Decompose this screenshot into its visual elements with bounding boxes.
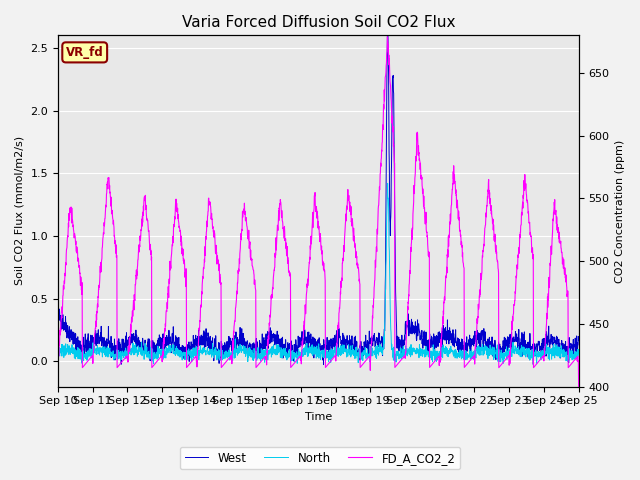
Text: VR_fd: VR_fd xyxy=(66,46,104,59)
Y-axis label: CO2 Concentration (ppm): CO2 Concentration (ppm) xyxy=(615,139,625,283)
West xyxy=(199,333,207,339)
Title: Varia Forced Diffusion Soil CO2 Flux: Varia Forced Diffusion Soil CO2 Flux xyxy=(182,15,455,30)
West xyxy=(333,334,341,339)
North xyxy=(384,180,392,186)
FD_A_CO2_2 xyxy=(199,271,207,277)
North xyxy=(575,351,582,357)
North xyxy=(470,350,477,356)
West xyxy=(345,340,353,346)
Line: West: West xyxy=(58,31,579,365)
FD_A_CO2_2 xyxy=(470,353,477,359)
West xyxy=(384,28,392,34)
Line: North: North xyxy=(58,183,579,363)
North xyxy=(200,349,207,355)
North xyxy=(150,360,157,366)
West xyxy=(575,337,582,343)
North xyxy=(345,342,353,348)
Y-axis label: Soil CO2 Flux (mmol/m2/s): Soil CO2 Flux (mmol/m2/s) xyxy=(15,136,25,286)
West xyxy=(319,362,327,368)
FD_A_CO2_2 xyxy=(383,34,391,40)
North xyxy=(333,346,341,351)
FD_A_CO2_2 xyxy=(344,196,352,202)
X-axis label: Time: Time xyxy=(305,412,332,422)
North xyxy=(54,353,62,359)
West xyxy=(543,334,551,339)
FD_A_CO2_2 xyxy=(529,254,536,260)
West xyxy=(470,343,477,349)
FD_A_CO2_2 xyxy=(543,311,551,316)
West xyxy=(54,310,62,315)
West xyxy=(529,344,537,349)
FD_A_CO2_2 xyxy=(333,340,341,346)
North xyxy=(529,353,537,359)
North xyxy=(543,347,551,353)
FD_A_CO2_2 xyxy=(54,359,62,364)
FD_A_CO2_2 xyxy=(575,384,582,389)
Line: FD_A_CO2_2: FD_A_CO2_2 xyxy=(58,37,579,386)
Legend: West, North, FD_A_CO2_2: West, North, FD_A_CO2_2 xyxy=(180,447,460,469)
